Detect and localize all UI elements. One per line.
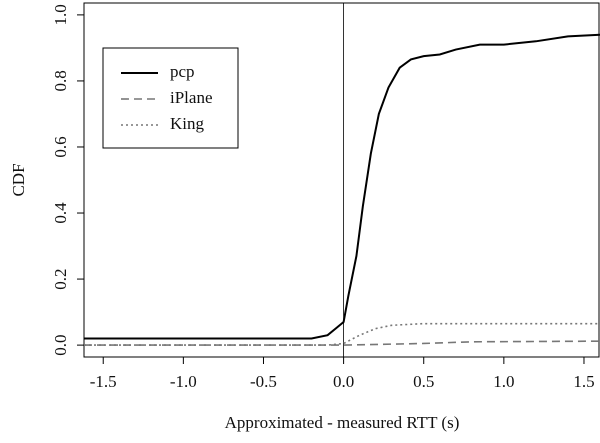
y-tick-label: 1.0: [51, 4, 70, 25]
series-line: [84, 33, 600, 340]
legend-box: [102, 47, 239, 149]
x-tick-label: -1.5: [90, 372, 117, 391]
y-axis-label: CDF: [9, 163, 28, 196]
y-tick-label: 0.2: [51, 268, 70, 289]
x-tick-label: 1.5: [573, 372, 594, 391]
legend-label: pcp: [170, 62, 195, 81]
x-tick-label: 0.0: [333, 372, 354, 391]
y-tick-label: 0.6: [51, 136, 70, 157]
series-line: [84, 322, 600, 346]
legend-label: iPlane: [170, 88, 213, 107]
x-tick-label: -1.0: [170, 372, 197, 391]
plot-frame: [83, 2, 600, 358]
x-tick-label: 1.0: [493, 372, 514, 391]
x-tick-label: 0.5: [413, 372, 434, 391]
y-tick-label: 0.4: [51, 202, 70, 224]
series-line: [84, 340, 600, 346]
y-tick-label: 0.0: [51, 334, 70, 355]
x-tick-label: -0.5: [250, 372, 277, 391]
x-axis-label: Approximated - measured RTT (s): [225, 413, 460, 432]
legend-label: King: [170, 114, 205, 133]
y-tick-label: 0.8: [51, 70, 70, 91]
